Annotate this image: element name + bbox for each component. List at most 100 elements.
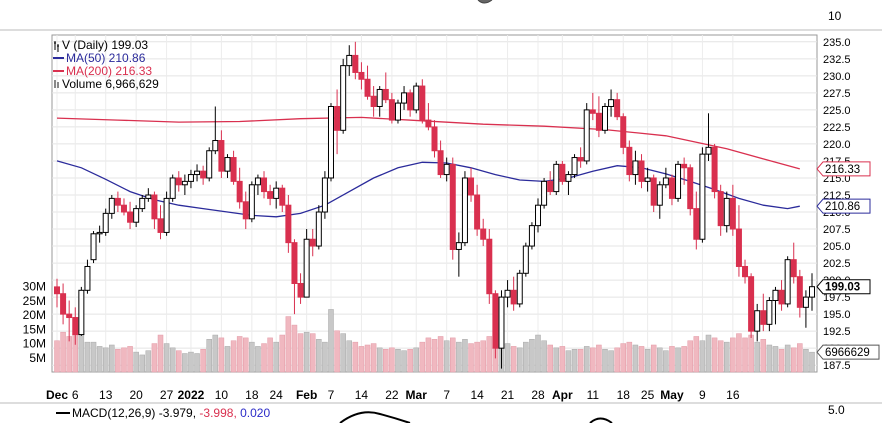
volume-icon — [54, 80, 56, 88]
volume-bar — [157, 334, 164, 373]
candle-body — [553, 163, 560, 193]
candle-body — [169, 177, 176, 199]
candle-body — [589, 109, 596, 114]
volume-bar — [693, 336, 700, 373]
volume-bar — [748, 334, 754, 373]
x-tick-label: 14 — [355, 388, 369, 402]
price-tick-label: 230.0 — [823, 71, 851, 83]
candle-body — [474, 194, 481, 230]
candle-body — [650, 177, 657, 206]
macd-panel: MACD(12,26,9) -3.979, -3.998, 0.020 5.0 — [0, 402, 882, 423]
volume-bar — [571, 349, 578, 373]
price-flag: 199.03 — [816, 279, 871, 295]
candle-body — [145, 194, 152, 199]
candle-body — [541, 180, 548, 206]
volume-bar — [267, 337, 273, 373]
volume-bar — [206, 339, 212, 373]
x-tick-label: 2022 — [178, 388, 205, 402]
x-tick-label: Mar — [406, 388, 428, 402]
x-tick-label: 11 — [587, 388, 600, 402]
volume-bar — [389, 347, 395, 373]
ma200-line — [56, 116, 800, 170]
volume-bar — [510, 346, 517, 373]
volume-bar — [194, 353, 200, 373]
volume-bar — [163, 343, 170, 373]
candle-body — [139, 197, 146, 210]
volume-bar — [297, 333, 304, 373]
moving-average-lines — [56, 116, 800, 218]
candle-body — [522, 245, 529, 274]
volume-flag-label: 6966629 — [825, 347, 870, 359]
price-flag: 216.33 — [816, 161, 871, 177]
volume-bar — [230, 340, 237, 373]
candle-body — [480, 228, 487, 240]
x-tick-label: 27 — [160, 388, 174, 402]
volume-bar — [127, 346, 133, 373]
candle-body — [760, 310, 767, 325]
price-tick-label: 235.0 — [823, 37, 851, 49]
price-tick-label: 222.5 — [823, 122, 851, 134]
candle-body — [236, 180, 243, 203]
candle-body — [78, 289, 85, 336]
volume-bar — [139, 354, 145, 373]
volume-tick-label: 20M — [23, 308, 46, 322]
legend-label: Volume 6,966,629 — [62, 77, 159, 91]
candle-body — [382, 88, 389, 101]
volume-bar — [151, 343, 158, 373]
candle-body — [468, 177, 475, 196]
volume-bar — [711, 337, 718, 373]
macd-value: -3.979, — [155, 406, 196, 420]
candle-body — [181, 180, 188, 186]
x-tick-label: 14 — [470, 388, 484, 402]
candle-body — [254, 177, 261, 186]
top-panel-mark — [477, 0, 493, 4]
x-tick-label: 7 — [443, 388, 450, 402]
volume-tick-label: 15M — [23, 322, 46, 336]
volume-bar — [480, 340, 486, 373]
volume-tick-label: 5M — [29, 351, 46, 365]
volume-bar — [523, 341, 529, 373]
candle-body — [230, 157, 237, 182]
x-tick-label: 20 — [129, 388, 143, 402]
price-flag-label: 199.03 — [825, 282, 860, 294]
price-tick-label: 207.5 — [823, 224, 851, 236]
volume-bar — [443, 340, 450, 373]
volume-bar — [431, 339, 438, 373]
volume-bar — [90, 341, 97, 373]
volume-bar — [60, 331, 66, 373]
volume-bar — [413, 347, 419, 373]
candle-body — [376, 88, 383, 107]
price-flag-box — [816, 279, 871, 295]
candle-body — [364, 78, 371, 97]
candle-body — [431, 126, 438, 152]
candle-body — [681, 163, 688, 169]
volume-bar — [486, 336, 493, 373]
volume-bar — [705, 334, 712, 373]
volume-tick-label: 25M — [23, 294, 46, 308]
volume-bar — [450, 337, 456, 373]
candle-body — [248, 184, 255, 220]
candle-body — [224, 157, 231, 172]
x-tick-label: 28 — [531, 388, 545, 402]
candle-body — [388, 99, 395, 121]
volume-bar — [102, 347, 109, 373]
candle-body — [187, 174, 194, 182]
price-tick-label: 227.5 — [823, 88, 851, 100]
volume-bar — [620, 343, 626, 373]
candle-body — [668, 177, 675, 199]
volume-bar — [687, 340, 693, 373]
volume-bar — [291, 324, 298, 373]
volume-bar — [243, 337, 249, 373]
volume-bar — [273, 341, 279, 373]
candle-body — [206, 150, 213, 179]
candle-body — [699, 153, 706, 240]
volume-bar — [596, 344, 602, 373]
price-tick-label: 220.0 — [823, 139, 851, 151]
candle-body — [443, 163, 450, 176]
candle-body — [772, 289, 779, 302]
macd-legend: MACD(12,26,9) -3.979, -3.998, 0.020 — [72, 406, 270, 420]
candle-body — [413, 85, 420, 111]
candle-body — [321, 177, 328, 213]
volume-bar — [370, 343, 377, 373]
axes: 235.0232.5230.0227.5225.0222.5220.0217.5… — [23, 0, 880, 402]
